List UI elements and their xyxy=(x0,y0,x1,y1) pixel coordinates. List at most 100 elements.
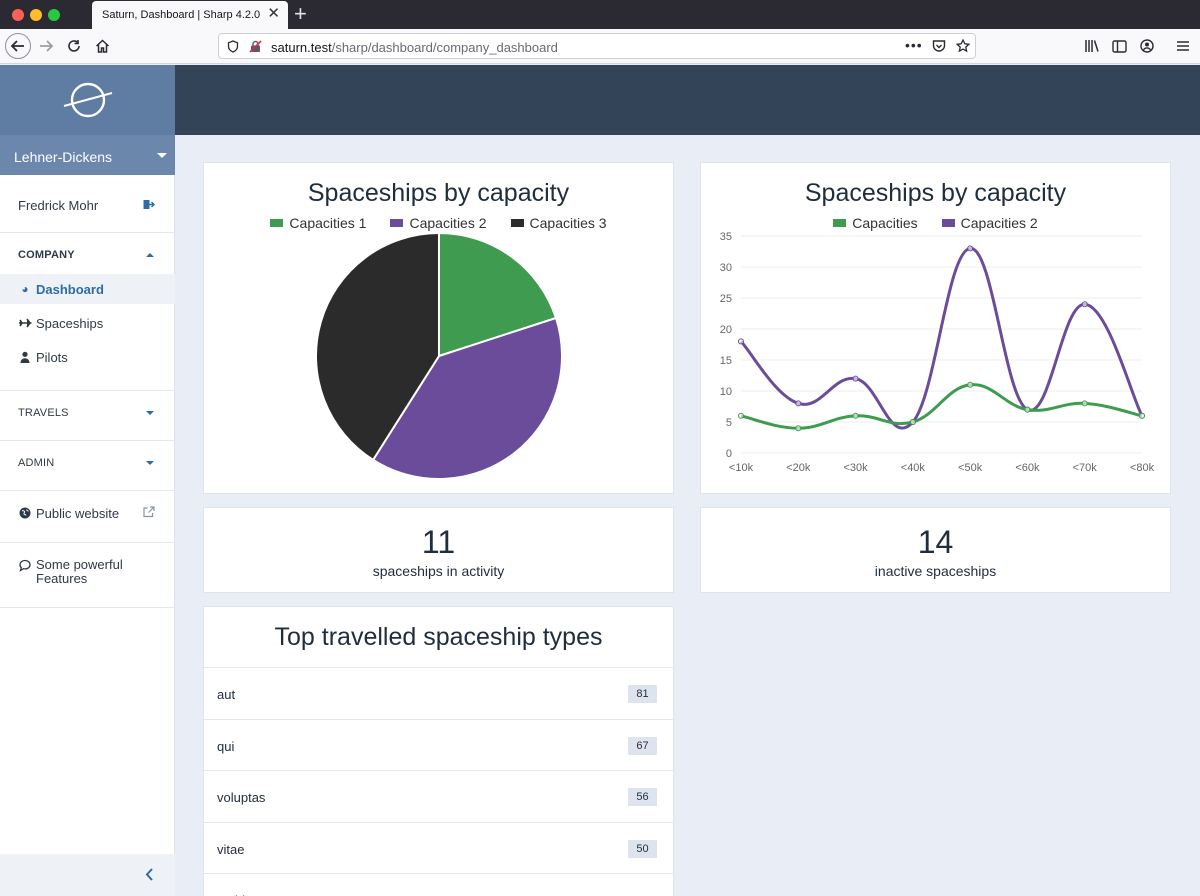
divider xyxy=(0,542,175,543)
data-point[interactable] xyxy=(795,425,802,432)
features-line-2: Features xyxy=(36,571,88,586)
pie-chart-title: Spaceships by capacity xyxy=(307,179,570,207)
legend-swatch xyxy=(270,219,284,227)
y-tick-label: 25 xyxy=(720,293,732,305)
y-tick-label: 15 xyxy=(720,355,732,367)
brand-header[interactable] xyxy=(0,65,175,135)
list-item[interactable]: vitae 50 xyxy=(204,822,673,874)
legend-item[interactable]: Capacities xyxy=(833,215,918,231)
legend-item[interactable]: Capacities 1 xyxy=(270,215,366,231)
data-point[interactable] xyxy=(738,412,744,419)
legend-item[interactable]: Capacities 2 xyxy=(390,215,487,231)
sidebar-item-spaceships[interactable]: Spaceships xyxy=(0,308,175,338)
data-point[interactable] xyxy=(909,419,916,425)
external-link-icon xyxy=(143,506,155,518)
legend-label: Capacities 1 xyxy=(289,215,367,231)
list-item-label: qui xyxy=(217,739,235,754)
sidebar-item-pilots[interactable]: Pilots xyxy=(0,342,175,372)
more-actions-icon[interactable]: ••• xyxy=(905,37,923,53)
data-point[interactable] xyxy=(1081,301,1088,308)
data-point[interactable] xyxy=(1024,406,1031,413)
sidebar: Lehner-Dickens Fredrick Mohr COMPANY ◕ D… xyxy=(0,65,175,896)
company-selector[interactable]: Lehner-Dickens xyxy=(0,135,175,175)
list-item[interactable]: voluptas 56 xyxy=(204,770,673,822)
sidebar-item-dashboard[interactable]: ◕ Dashboard xyxy=(0,274,175,304)
x-tick-label: <70k xyxy=(1073,462,1098,474)
library-button[interactable] xyxy=(1080,34,1104,58)
legend-swatch xyxy=(941,219,955,227)
legend-item[interactable]: Capacities 3 xyxy=(510,215,607,231)
y-tick-label: 30 xyxy=(720,262,732,274)
url-host: saturn.test xyxy=(271,40,332,55)
home-button[interactable] xyxy=(90,34,114,58)
browser-tab[interactable]: Saturn, Dashboard | Sharp 4.2.0 ✕ xyxy=(92,1,288,29)
active-count: 11 xyxy=(421,524,456,560)
data-point[interactable] xyxy=(1139,412,1145,419)
tab-close-icon[interactable]: ✕ xyxy=(267,5,280,22)
sidebar-toggle-button[interactable] xyxy=(1107,34,1131,58)
list-item-label: architecto xyxy=(217,893,273,896)
active-spaceships-panel: 11 spaceships in activity xyxy=(203,507,674,593)
data-point[interactable] xyxy=(852,412,859,419)
pie-slice[interactable] xyxy=(371,316,563,480)
x-tick-label: <60k xyxy=(1015,462,1040,474)
data-point[interactable] xyxy=(738,338,744,345)
new-tab-button[interactable]: + xyxy=(294,1,307,26)
data-point[interactable] xyxy=(852,375,859,382)
data-point[interactable] xyxy=(1081,400,1088,407)
list-item[interactable]: qui 67 xyxy=(204,719,673,771)
section-company-title: COMPANY xyxy=(18,249,75,261)
count-badge: 50 xyxy=(628,840,657,858)
data-point[interactable] xyxy=(795,400,802,407)
count-badge: 67 xyxy=(628,737,657,755)
data-point[interactable] xyxy=(967,245,974,252)
line-chart-panel: Spaceships by capacity Capacities Capaci… xyxy=(700,162,1171,494)
section-travels-title: TRAVELS xyxy=(18,407,69,419)
hamburger-icon xyxy=(1177,41,1189,51)
user-icon xyxy=(20,351,30,363)
menu-button[interactable] xyxy=(1171,34,1195,58)
legend-item[interactable]: Capacities 2 xyxy=(941,215,1038,231)
sidebar-item-features[interactable]: Some powerful Features xyxy=(0,550,175,594)
inactive-label: inactive spaceships xyxy=(874,563,997,579)
section-company[interactable]: COMPANY xyxy=(0,238,175,272)
logout-icon[interactable] xyxy=(143,199,155,210)
list-item[interactable]: architecto xyxy=(204,873,673,896)
sidebar-item-label: Some powerful Features xyxy=(36,558,123,586)
maximize-window-button[interactable] xyxy=(48,9,60,21)
section-admin[interactable]: ADMIN xyxy=(0,446,175,480)
x-tick-label: <40k xyxy=(901,462,926,474)
sidebar-item-label: Public website xyxy=(36,506,120,521)
minimize-window-button[interactable] xyxy=(30,9,42,21)
legend-swatch xyxy=(833,219,847,227)
bookmark-star-icon[interactable] xyxy=(956,39,970,53)
account-button[interactable] xyxy=(1135,34,1159,58)
pie-slice[interactable] xyxy=(438,231,558,358)
features-line-1: Some powerful xyxy=(36,557,123,572)
chevron-left-icon[interactable] xyxy=(145,868,153,881)
pocket-icon[interactable] xyxy=(932,39,946,53)
globe-icon xyxy=(19,507,31,519)
pie-slice[interactable] xyxy=(315,231,440,462)
x-tick-label: <80k xyxy=(1130,462,1155,474)
list-item-label: vitae xyxy=(217,842,245,857)
forward-button[interactable] xyxy=(34,34,58,58)
close-window-button[interactable] xyxy=(12,9,24,21)
sidebar-item-public-website[interactable]: Public website xyxy=(0,498,175,528)
data-point[interactable] xyxy=(967,381,974,388)
list-item-label: aut xyxy=(217,687,236,702)
list-item[interactable]: aut 81 xyxy=(204,667,673,719)
section-travels[interactable]: TRAVELS xyxy=(0,396,175,430)
home-icon xyxy=(95,39,109,53)
caret-down-icon xyxy=(146,461,154,465)
url-text[interactable]: saturn.test/sharp/dashboard/company_dash… xyxy=(271,40,558,55)
user-block: Fredrick Mohr xyxy=(0,175,175,233)
legend-label: Capacities xyxy=(852,215,918,231)
divider xyxy=(0,440,175,441)
reload-button[interactable] xyxy=(62,34,86,58)
back-button[interactable] xyxy=(5,33,31,59)
url-bar[interactable]: saturn.test/sharp/dashboard/company_dash… xyxy=(218,33,976,59)
inactive-spaceships-panel: 14 inactive spaceships xyxy=(700,507,1171,593)
dashboard-icon: ◕ xyxy=(21,282,29,296)
caret-down-icon xyxy=(157,153,167,158)
